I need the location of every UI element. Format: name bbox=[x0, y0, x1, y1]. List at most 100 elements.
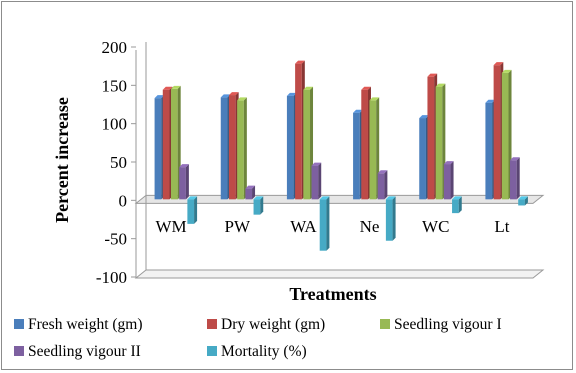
bar-top bbox=[319, 196, 330, 200]
bar-face bbox=[170, 88, 178, 200]
bar-top bbox=[179, 164, 189, 168]
legend-item-5: Mortality (%) bbox=[207, 343, 307, 360]
bar-face bbox=[435, 86, 443, 200]
bar-WC-5 bbox=[452, 196, 462, 214]
bar-top bbox=[435, 83, 446, 87]
y-tick-label: 50 bbox=[110, 153, 127, 172]
bar-side bbox=[318, 162, 322, 200]
bar-top bbox=[452, 196, 462, 200]
bar-face bbox=[319, 199, 327, 251]
bar-face bbox=[187, 199, 195, 224]
bar-top bbox=[303, 86, 314, 90]
bar-side bbox=[450, 161, 454, 200]
bar-top bbox=[385, 196, 396, 200]
bar-top bbox=[286, 92, 297, 96]
y-axis-title: Percent increase bbox=[52, 97, 72, 223]
bar-face bbox=[353, 112, 360, 200]
bar-top bbox=[253, 196, 264, 200]
bar-face bbox=[369, 100, 377, 200]
bar-side bbox=[194, 196, 198, 224]
bar-top bbox=[510, 157, 520, 161]
category-label-WA: WA bbox=[290, 217, 317, 236]
category-label-PW: PW bbox=[225, 217, 251, 236]
bar-face bbox=[311, 165, 319, 200]
bar-WA-4 bbox=[311, 162, 322, 200]
bar-side bbox=[243, 97, 247, 200]
bar-PW-3 bbox=[237, 97, 247, 200]
bar-face bbox=[419, 118, 426, 200]
legend-swatch bbox=[380, 319, 390, 329]
category-label-Ne: Ne bbox=[360, 217, 380, 236]
bar-face bbox=[295, 63, 302, 200]
bar-face bbox=[493, 65, 501, 200]
bar-top bbox=[361, 86, 371, 90]
y-tick-label: 200 bbox=[102, 38, 128, 57]
legend-label: Seedling vigour I bbox=[394, 316, 502, 333]
bar-top bbox=[419, 115, 429, 119]
bar-face bbox=[510, 160, 517, 200]
bar-Ne-5 bbox=[385, 196, 396, 241]
bar-side bbox=[260, 196, 264, 215]
y-tick-label: 100 bbox=[102, 115, 128, 134]
bar-face bbox=[162, 89, 170, 200]
bar-top bbox=[220, 94, 231, 98]
legend-swatch bbox=[207, 319, 217, 329]
legend-label: Seedling vigour II bbox=[28, 343, 141, 360]
bar-top bbox=[295, 60, 305, 64]
bar-top bbox=[485, 99, 496, 103]
bar-face bbox=[228, 95, 236, 200]
bar-WM-5 bbox=[187, 196, 198, 224]
bar-top bbox=[237, 97, 247, 101]
bar-top bbox=[245, 185, 256, 189]
bar-top bbox=[228, 92, 239, 96]
bar-face bbox=[286, 95, 294, 200]
legend-item-3: Seedling vigour I bbox=[380, 316, 502, 333]
bar-top bbox=[311, 162, 322, 166]
bar-top bbox=[353, 109, 363, 113]
bar-face bbox=[385, 199, 393, 241]
bar-face bbox=[452, 199, 459, 214]
bar-face bbox=[220, 97, 228, 200]
legend-item-1: Fresh weight (gm) bbox=[14, 316, 143, 333]
bar-top bbox=[377, 170, 388, 174]
bar-top bbox=[369, 97, 380, 101]
bar-top bbox=[154, 95, 165, 99]
y-tick-labels: -100 -50 0 50 100 150 200 bbox=[96, 38, 136, 287]
bar-face bbox=[245, 188, 253, 200]
legend-label: Mortality (%) bbox=[221, 343, 307, 360]
bar-side bbox=[326, 196, 330, 251]
bar-top bbox=[443, 161, 454, 165]
bar-side bbox=[252, 185, 256, 200]
bar-face bbox=[303, 89, 311, 200]
bar-face bbox=[518, 199, 525, 206]
bar-face bbox=[427, 76, 435, 200]
bar-face bbox=[377, 173, 385, 200]
bar-top bbox=[427, 73, 438, 77]
category-label-Lt: Lt bbox=[494, 217, 509, 236]
axes bbox=[135, 42, 147, 278]
bottom-floor bbox=[134, 269, 545, 279]
bar-side bbox=[458, 196, 462, 214]
bar-top bbox=[170, 85, 181, 89]
bar-face bbox=[179, 167, 186, 200]
bar-face bbox=[154, 98, 162, 200]
legend-item-4: Seedling vigour II bbox=[14, 343, 141, 360]
bar-PW-5 bbox=[253, 196, 264, 215]
bar-top bbox=[501, 69, 512, 73]
x-axis-title: Treatments bbox=[289, 284, 376, 304]
bar-side bbox=[185, 164, 189, 200]
legend-item-2: Dry weight (gm) bbox=[207, 316, 325, 333]
bar-face bbox=[237, 100, 244, 200]
bar-top bbox=[187, 196, 198, 200]
bar-WM-4 bbox=[179, 164, 189, 200]
y-tick-label: -50 bbox=[104, 230, 127, 249]
bar-Lt-5 bbox=[518, 196, 528, 206]
bar-face bbox=[443, 164, 451, 200]
legend-swatch bbox=[14, 319, 24, 329]
bar-face bbox=[361, 89, 368, 200]
category-label-WC: WC bbox=[422, 217, 449, 236]
bars-group bbox=[154, 60, 528, 251]
bar-top bbox=[162, 86, 173, 90]
legend-label: Dry weight (gm) bbox=[221, 316, 325, 333]
